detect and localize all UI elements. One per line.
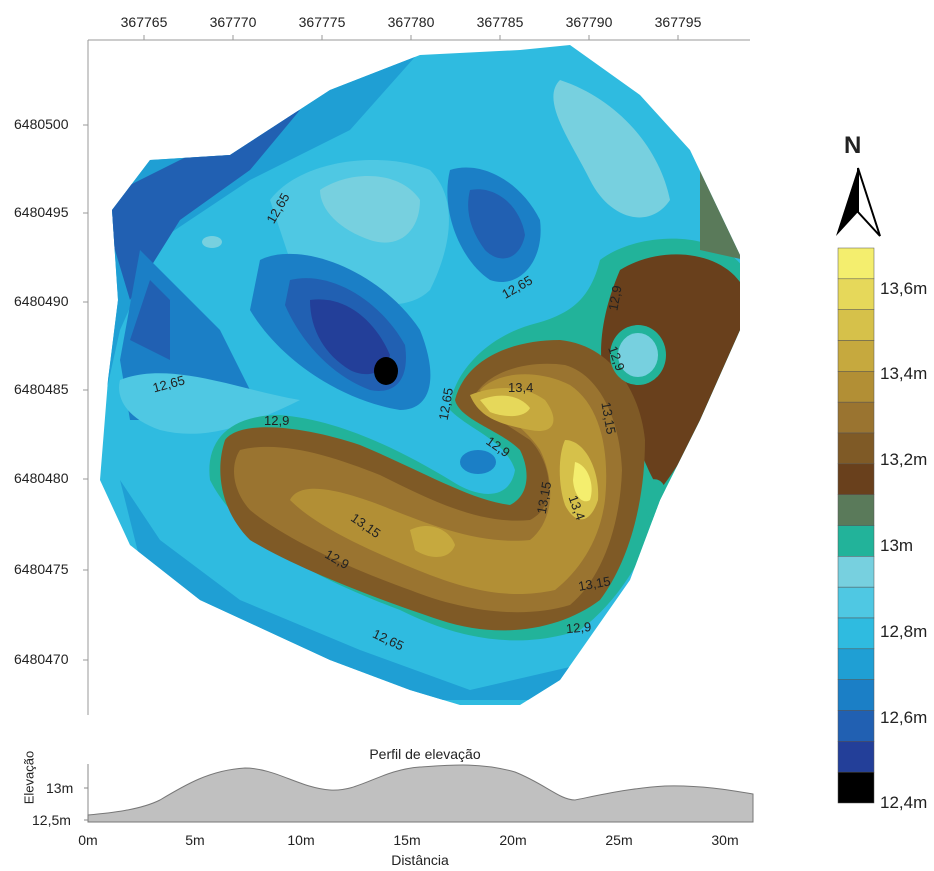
legend-swatch: [837, 556, 875, 588]
legend-swatch: [837, 371, 875, 403]
profile-x-label: Distância: [391, 852, 449, 868]
y-tick-label: 6480495: [14, 204, 69, 220]
profile-x-tick: 30m: [711, 832, 739, 848]
profile-y-tick: 13m: [46, 780, 74, 796]
legend-label: 12,4m: [880, 793, 928, 812]
x-tick-label: 367790: [565, 14, 613, 30]
legend-swatch: [837, 617, 875, 650]
contour-label: 13,15: [534, 480, 554, 515]
y-tick-label: 6480475: [14, 561, 69, 577]
profile-x-tick: 5m: [185, 832, 205, 848]
north-arrow-icon: [836, 167, 881, 237]
profile-x-tick: 0m: [78, 832, 98, 848]
contour-label: 13,15: [577, 573, 612, 593]
y-tick-label: 6480470: [14, 651, 69, 667]
legend-swatch: [837, 771, 875, 804]
legend-swatch: [837, 741, 875, 773]
profile-x-tick: 20m: [499, 832, 527, 848]
y-tick-marks: [83, 124, 88, 661]
x-tick-label: 367780: [387, 14, 435, 30]
legend-swatch: [837, 494, 875, 526]
legend-label: 13m: [880, 536, 914, 555]
x-tick-label: 367795: [654, 14, 702, 30]
legend-swatch: [837, 525, 875, 557]
legend-label: 13,6m: [880, 279, 928, 298]
profile-title: Perfil de elevação: [369, 746, 481, 762]
y-tick-label: 6480500: [14, 116, 69, 132]
legend-swatch: [837, 648, 875, 680]
elevation-profile: [84, 764, 754, 823]
profile-x-tick: 15m: [393, 832, 421, 848]
legend-swatch: [837, 679, 875, 711]
legend-label: 12,6m: [880, 708, 928, 727]
x-tick-label: 367770: [209, 14, 257, 30]
x-tick-marks: [143, 35, 679, 40]
contour-label: 13,15: [598, 401, 618, 436]
contour-label: 12,65: [436, 387, 456, 422]
profile-x-tick: 25m: [605, 832, 633, 848]
north-label: N: [844, 132, 862, 159]
legend-label: 12,8m: [880, 622, 928, 641]
legend-swatch: [837, 586, 875, 619]
legend-label: 13,2m: [880, 450, 928, 469]
profile-x-tick: 10m: [287, 832, 315, 848]
legend-swatch: [837, 710, 875, 742]
legend-swatch: [837, 401, 875, 434]
legend-swatch: [837, 432, 875, 465]
contour-label: 12,9: [264, 413, 289, 428]
contour-label: 13,4: [508, 380, 533, 395]
legend-swatch: [837, 309, 875, 341]
legend-swatch: [837, 463, 875, 495]
x-tick-label: 367765: [120, 14, 168, 30]
profile-y-label: Elevação: [21, 750, 37, 805]
color-legend: [837, 247, 875, 804]
legend-swatch: [837, 340, 875, 372]
y-tick-label: 6480480: [14, 470, 69, 486]
x-tick-label: 367785: [476, 14, 524, 30]
contour-label: 12,9: [565, 619, 592, 636]
y-tick-label: 6480485: [14, 381, 69, 397]
contour-label: 12,9: [605, 284, 624, 312]
legend-swatch: [837, 278, 875, 310]
legend-swatch: [837, 247, 875, 280]
legend-label: 13,4m: [880, 364, 928, 383]
x-tick-label: 367775: [298, 14, 346, 30]
profile-y-tick: 12,5m: [32, 812, 71, 828]
y-tick-label: 6480490: [14, 293, 69, 309]
